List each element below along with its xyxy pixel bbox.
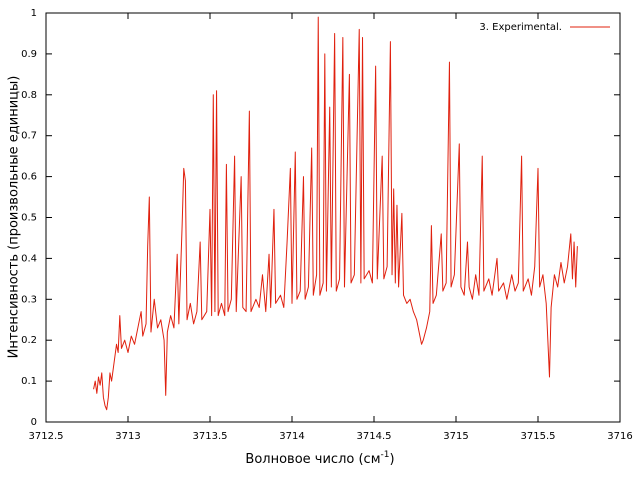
y-tick-label: 0.4 bbox=[21, 253, 37, 264]
y-tick-label: 0.1 bbox=[21, 376, 37, 387]
x-axis-label: Волновое число (см-1) bbox=[245, 450, 394, 467]
x-tick-label: 3712.5 bbox=[29, 431, 64, 442]
x-label-end: ) bbox=[389, 452, 394, 467]
x-tick-label: 3716 bbox=[607, 431, 632, 442]
y-tick-label: 0.5 bbox=[21, 213, 37, 224]
y-tick-label: 0 bbox=[31, 417, 37, 428]
y-tick-label: 1 bbox=[31, 8, 37, 19]
x-tick-label: 3713.5 bbox=[193, 431, 228, 442]
legend-label: 3. Experimental. bbox=[479, 22, 562, 33]
y-tick-label: 0.7 bbox=[21, 131, 37, 142]
x-label-sup: -1 bbox=[381, 450, 390, 460]
x-tick-label: 3715.5 bbox=[521, 431, 556, 442]
y-tick-label: 0.3 bbox=[21, 294, 37, 305]
y-tick-label: 0.8 bbox=[21, 90, 37, 101]
x-label-main: Волновое число (см bbox=[245, 452, 380, 467]
y-tick-label: 0.9 bbox=[21, 49, 37, 60]
y-tick-label: 0.2 bbox=[21, 335, 37, 346]
x-tick-label: 3714 bbox=[279, 431, 304, 442]
spectrum-line bbox=[93, 16, 578, 411]
y-axis-label: Интенсивность (произвольные единицы) bbox=[7, 76, 22, 359]
x-tick-label: 3713 bbox=[115, 431, 140, 442]
x-tick-label: 3715 bbox=[443, 431, 468, 442]
x-tick-label: 3714.5 bbox=[357, 431, 392, 442]
y-tick-label: 0.6 bbox=[21, 172, 37, 183]
